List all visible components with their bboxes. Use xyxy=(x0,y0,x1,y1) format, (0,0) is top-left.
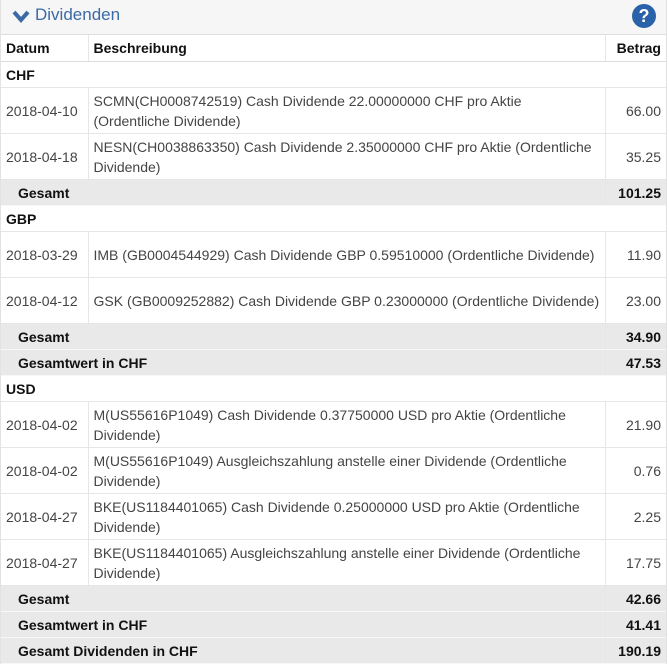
dividend-date: 2018-04-18 xyxy=(1,133,89,180)
dividend-amount: 2.25 xyxy=(605,493,666,540)
table-row: 2018-04-10 SCMN(CH0008742519) Cash Divide… xyxy=(1,87,666,134)
table-row: 2018-04-18 NESN(CH0038863350) Cash Divide… xyxy=(1,133,666,180)
dividend-date: 2018-04-12 xyxy=(1,277,89,324)
table-row: 2018-04-27 BKE(US1184401065) Ausgleichsza… xyxy=(1,539,666,586)
panel-title: Dividenden xyxy=(35,5,121,24)
total-row: Gesamt 34.90 xyxy=(1,323,666,350)
table-header-row: Datum Beschreibung Betrag xyxy=(1,35,666,62)
dividend-description: BKE(US1184401065) Cash Dividende 0.25000… xyxy=(88,493,606,540)
currency-group-header: CHF xyxy=(1,61,666,88)
total-row: Gesamt 42.66 xyxy=(1,585,666,612)
dividend-date: 2018-04-27 xyxy=(1,539,89,586)
total-value: 41.41 xyxy=(605,611,666,638)
currency-label: USD xyxy=(1,375,666,402)
dividend-description: NESN(CH0038863350) Cash Dividende 2.3500… xyxy=(88,133,606,180)
grand-total-value: 190.19 xyxy=(605,637,666,664)
dividend-amount: 21.90 xyxy=(605,401,666,448)
table-row: 2018-04-02 M(US55616P1049) Cash Dividende… xyxy=(1,401,666,448)
dividend-description: M(US55616P1049) Cash Dividende 0.3775000… xyxy=(88,401,606,448)
table-row: 2018-04-02 M(US55616P1049) Ausgleichszahl… xyxy=(1,447,666,494)
total-row: Gesamtwert in CHF 47.53 xyxy=(1,349,666,376)
dividends-table: Datum Beschreibung Betrag CHF 2018-04-10 S… xyxy=(1,35,666,664)
dividend-description: M(US55616P1049) Ausgleichszahlung anstel… xyxy=(88,447,606,494)
dividend-date: 2018-04-02 xyxy=(1,447,89,494)
dividend-amount: 17.75 xyxy=(605,539,666,586)
total-value: 47.53 xyxy=(605,349,666,376)
dividend-date: 2018-03-29 xyxy=(1,231,89,278)
currency-label: CHF xyxy=(1,61,666,88)
total-value: 34.90 xyxy=(605,323,666,350)
total-row: Gesamt 101.25 xyxy=(1,179,666,206)
table-row: 2018-04-12 GSK (GB0009252882) Cash Divide… xyxy=(1,277,666,324)
total-label: Gesamtwert in CHF xyxy=(1,611,606,638)
table-body: CHF 2018-04-10 SCMN(CH0008742519) Cash Div… xyxy=(1,61,666,664)
dividend-date: 2018-04-10 xyxy=(1,87,89,134)
dividend-description: BKE(US1184401065) Ausgleichszahlung anst… xyxy=(88,539,606,586)
dividend-amount: 11.90 xyxy=(605,231,666,278)
total-label: Gesamtwert in CHF xyxy=(1,349,606,376)
total-label: Gesamt xyxy=(1,585,606,612)
column-header-description[interactable]: Beschreibung xyxy=(88,35,606,62)
dividend-amount: 66.00 xyxy=(605,87,666,134)
currency-label: GBP xyxy=(1,205,666,232)
dividend-date: 2018-04-27 xyxy=(1,493,89,540)
dividend-description: GSK (GB0009252882) Cash Dividende GBP 0.… xyxy=(88,277,606,324)
help-icon[interactable]: ? xyxy=(632,4,656,28)
total-value: 42.66 xyxy=(605,585,666,612)
table-row: 2018-03-29 IMB (GB0004544929) Cash Divide… xyxy=(1,231,666,278)
dividend-date: 2018-04-02 xyxy=(1,401,89,448)
chevron-down-icon[interactable] xyxy=(11,8,31,26)
total-row: Gesamtwert in CHF 41.41 xyxy=(1,611,666,638)
grand-total-label: Gesamt Dividenden in CHF xyxy=(1,637,606,664)
dividend-amount: 0.76 xyxy=(605,447,666,494)
currency-group-header: USD xyxy=(1,375,666,402)
dividend-amount: 35.25 xyxy=(605,133,666,180)
dividend-description: IMB (GB0004544929) Cash Dividende GBP 0.… xyxy=(88,231,606,278)
total-label: Gesamt xyxy=(1,323,606,350)
dividend-description: SCMN(CH0008742519) Cash Dividende 22.000… xyxy=(88,87,606,134)
column-header-date[interactable]: Datum xyxy=(1,35,89,62)
total-value: 101.25 xyxy=(605,179,666,206)
dividend-amount: 23.00 xyxy=(605,277,666,324)
table-row: 2018-04-27 BKE(US1184401065) Cash Dividen… xyxy=(1,493,666,540)
grand-total-row: Gesamt Dividenden in CHF 190.19 xyxy=(1,637,666,664)
panel-header[interactable]: Dividenden ? xyxy=(1,0,666,35)
currency-group-header: GBP xyxy=(1,205,666,232)
total-label: Gesamt xyxy=(1,179,606,206)
column-header-amount[interactable]: Betrag xyxy=(605,35,666,62)
